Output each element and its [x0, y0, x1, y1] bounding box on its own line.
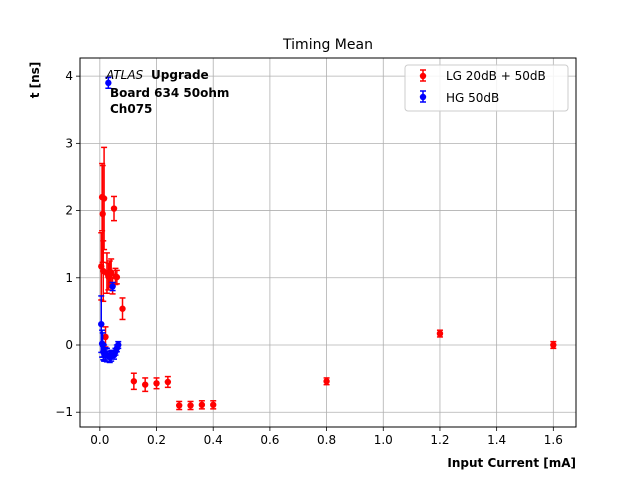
series-0-point-18	[164, 378, 172, 386]
series-0-point-16	[141, 381, 149, 388]
annotation-board: Board 634 50ohm	[110, 86, 229, 100]
series-0-point-9	[107, 269, 115, 276]
x-tick-label-6: 1.2	[430, 433, 449, 447]
series-0-point-5	[102, 333, 109, 341]
series-1-point-7	[105, 79, 112, 87]
plot-frame	[79, 57, 577, 428]
series-0	[98, 146, 557, 411]
legend-box	[404, 64, 569, 112]
x-tick-label-1: 0.2	[147, 433, 166, 447]
y-tick-label-1: 0	[65, 338, 73, 352]
y-tick-label-2: 1	[65, 271, 73, 285]
grid	[80, 58, 576, 427]
series-0-point-23	[323, 378, 330, 385]
x-tick-label-4: 0.8	[317, 433, 336, 447]
series-0-point-20	[187, 402, 194, 409]
chart-title: Timing Mean	[282, 37, 373, 53]
x-tick-label-8: 1.6	[544, 433, 563, 447]
ticks: 0.0 0.2 0.4 0.6 0.8 1.0 1.2 1.4 1.6 −1 0 1 2 3 4	[55, 69, 563, 447]
series-0-point-4	[100, 195, 108, 202]
series-0-point-11	[110, 205, 118, 212]
atlas-annotation: ATLAS Upgrade Board 634 50ohm Ch075	[105, 68, 229, 116]
x-tick-label-3: 0.6	[260, 433, 279, 447]
x-tick-label-0: 0.0	[90, 433, 109, 447]
series-1	[98, 76, 122, 364]
legend-label-hg: HG 50dB	[446, 91, 499, 105]
series-0-point-2	[99, 210, 106, 218]
x-tick-label-7: 1.4	[487, 433, 506, 447]
legend-marker-hg	[419, 90, 427, 103]
series-0-point-13	[113, 273, 121, 281]
series-0-point-22	[210, 401, 217, 409]
y-axis-label: t [ns]	[28, 62, 42, 99]
annotation-channel: Ch075	[110, 102, 152, 116]
annotation-atlas: ATLAS	[105, 68, 144, 82]
y-tick-label-5: 4	[65, 69, 73, 83]
x-axis-label: Input Current [mA]	[447, 456, 576, 470]
x-tick-label-2: 0.4	[204, 433, 223, 447]
series-0-point-19	[176, 402, 183, 409]
series-1-point-10	[109, 283, 116, 290]
series-0-point-24	[436, 330, 444, 337]
series-0-point-15	[130, 378, 138, 385]
y-tick-label-0: −1	[55, 405, 73, 419]
series-layer	[98, 76, 557, 411]
x-tick-label-5: 1.0	[374, 433, 393, 447]
annotation-upgrade: Upgrade	[151, 68, 209, 82]
series-0-point-17	[153, 380, 160, 387]
series-1-point-0	[98, 320, 105, 328]
legend-label-lg: LG 20dB + 50dB	[446, 69, 546, 83]
series-1-point-14	[115, 341, 122, 349]
legend-marker-lg	[419, 69, 427, 82]
series-0-point-14	[119, 305, 126, 312]
y-tick-label-3: 2	[65, 204, 73, 218]
legend: LG 20dB + 50dB HG 50dB	[404, 64, 569, 112]
y-tick-label-4: 3	[65, 136, 73, 150]
series-0-point-21	[198, 401, 206, 409]
svg-text:ATLAS Upgrade: ATLAS Upgrade	[105, 68, 209, 82]
series-0-point-25	[550, 341, 557, 349]
